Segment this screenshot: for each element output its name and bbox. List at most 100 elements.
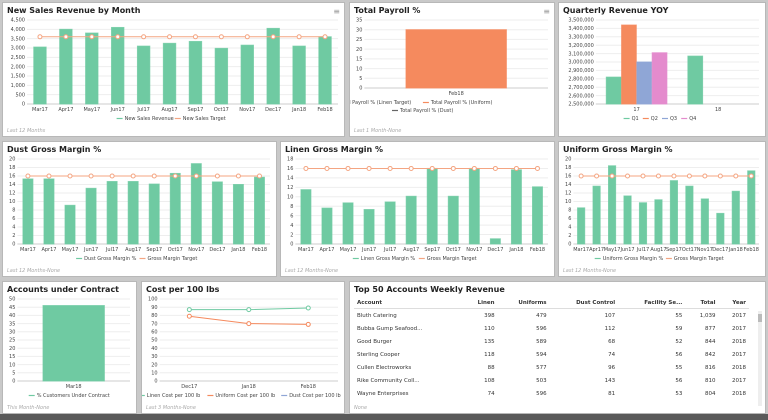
column-header[interactable]: Total [685,298,719,309]
data-point[interactable] [115,34,121,40]
legend-item[interactable]: Dust Gross Margin % [84,256,137,262]
legend-item[interactable]: % Customers Under Contract [37,393,110,399]
data-point[interactable] [594,173,600,179]
column-header[interactable]: Linen [462,298,498,309]
table-row[interactable]: Wayne Enterprises 74 596 81 53 804 2018 [354,387,749,400]
data-point[interactable] [246,321,252,327]
data-point[interactable] [408,165,414,171]
legend-item[interactable]: Gross Margin Target [674,256,724,262]
bar[interactable] [85,32,99,105]
data-point[interactable] [186,307,192,313]
table-row[interactable]: Bluth Catering 398 479 107 55 1,039 2017 [354,309,749,323]
bar[interactable] [342,202,354,245]
data-point[interactable] [67,173,73,179]
data-point[interactable] [625,173,631,179]
bar[interactable] [292,45,306,105]
bar[interactable] [214,47,229,105]
legend-item[interactable]: Total Payroll % (Dust) [399,108,453,114]
bar[interactable] [405,195,417,245]
data-point[interactable] [303,165,309,171]
scrollbar-thumb[interactable] [758,314,762,322]
table-scrollbar[interactable] [758,311,762,406]
bar[interactable] [447,195,459,245]
bar[interactable] [232,184,244,245]
data-point[interactable] [186,313,192,319]
data-point[interactable] [89,34,95,40]
column-header[interactable]: Uniforms [497,298,550,309]
bar[interactable] [608,165,617,245]
data-point[interactable] [324,165,330,171]
data-point[interactable] [609,173,615,179]
bar[interactable] [363,209,375,245]
column-header[interactable]: Year [718,298,749,309]
bar[interactable] [605,76,622,105]
legend-item[interactable]: Linen Gross Margin % [361,256,416,262]
data-point[interactable] [109,173,115,179]
bar[interactable] [731,190,740,245]
bar[interactable] [716,212,725,245]
data-point[interactable] [640,173,646,179]
bar[interactable] [623,195,632,245]
bar[interactable] [426,167,438,245]
data-point[interactable] [513,165,519,171]
bar[interactable] [685,185,694,245]
data-point[interactable] [296,34,302,40]
column-header[interactable]: Account [354,298,463,309]
bar[interactable] [85,187,97,245]
data-point[interactable] [345,165,351,171]
legend-item[interactable]: Uniform Gross Margin % [603,256,664,262]
legend-item[interactable]: Gross Margin Target [148,256,198,262]
bar[interactable] [106,181,118,245]
column-header[interactable]: Facility Se... [618,298,686,309]
table-row[interactable]: Cullen Electroworks 88 577 96 55 816 2018 [354,361,749,374]
data-point[interactable] [214,173,220,179]
bar[interactable] [318,36,332,105]
bar[interactable] [127,181,139,245]
data-point[interactable] [246,307,252,313]
legend-item[interactable]: Q2 [651,116,658,122]
bar[interactable] [747,170,756,245]
data-point[interactable] [244,34,250,40]
bar[interactable] [687,55,704,105]
legend-item[interactable]: New Sales Revenue [125,116,174,122]
data-point[interactable] [37,34,43,40]
legend-item[interactable]: Gross Margin Target [427,256,477,262]
data-point[interactable] [655,173,661,179]
data-point[interactable] [270,34,276,40]
bar[interactable] [577,207,586,245]
bar[interactable] [592,185,601,245]
data-point[interactable] [130,173,136,179]
bar[interactable] [621,24,637,105]
data-point[interactable] [450,165,456,171]
column-header[interactable]: Dust Control [549,298,619,309]
data-point[interactable] [702,173,708,179]
bar[interactable] [42,305,105,382]
table-row[interactable]: Sterling Cooper 118 594 74 56 842 2017 [354,348,749,361]
bar[interactable] [468,167,480,245]
data-point[interactable] [322,34,328,40]
bar[interactable] [669,180,679,245]
data-point[interactable] [733,173,739,179]
data-point[interactable] [63,34,69,40]
legend-item[interactable]: Total Payroll % (Uniform) [430,100,493,106]
data-point[interactable] [366,165,372,171]
bar[interactable] [384,201,396,245]
data-point[interactable] [534,165,540,171]
data-point[interactable] [305,305,311,311]
bar[interactable] [405,29,507,89]
data-point[interactable] [387,165,393,171]
data-point[interactable] [748,173,754,179]
bar[interactable] [64,204,76,245]
data-point[interactable] [235,173,241,179]
legend-item[interactable]: New Sales Target [183,116,226,122]
data-point[interactable] [192,34,198,40]
legend-item[interactable]: Q3 [670,116,677,122]
data-point[interactable] [256,173,262,179]
data-point[interactable] [141,34,147,40]
bar[interactable] [111,26,125,105]
legend-item[interactable]: Q1 [632,116,639,122]
data-point[interactable] [172,173,178,179]
table-row[interactable]: Rike Community Coll... 108 503 143 56 810 2017 [354,374,749,387]
menu-icon[interactable]: ≡ [333,7,340,16]
bar[interactable] [266,27,280,105]
